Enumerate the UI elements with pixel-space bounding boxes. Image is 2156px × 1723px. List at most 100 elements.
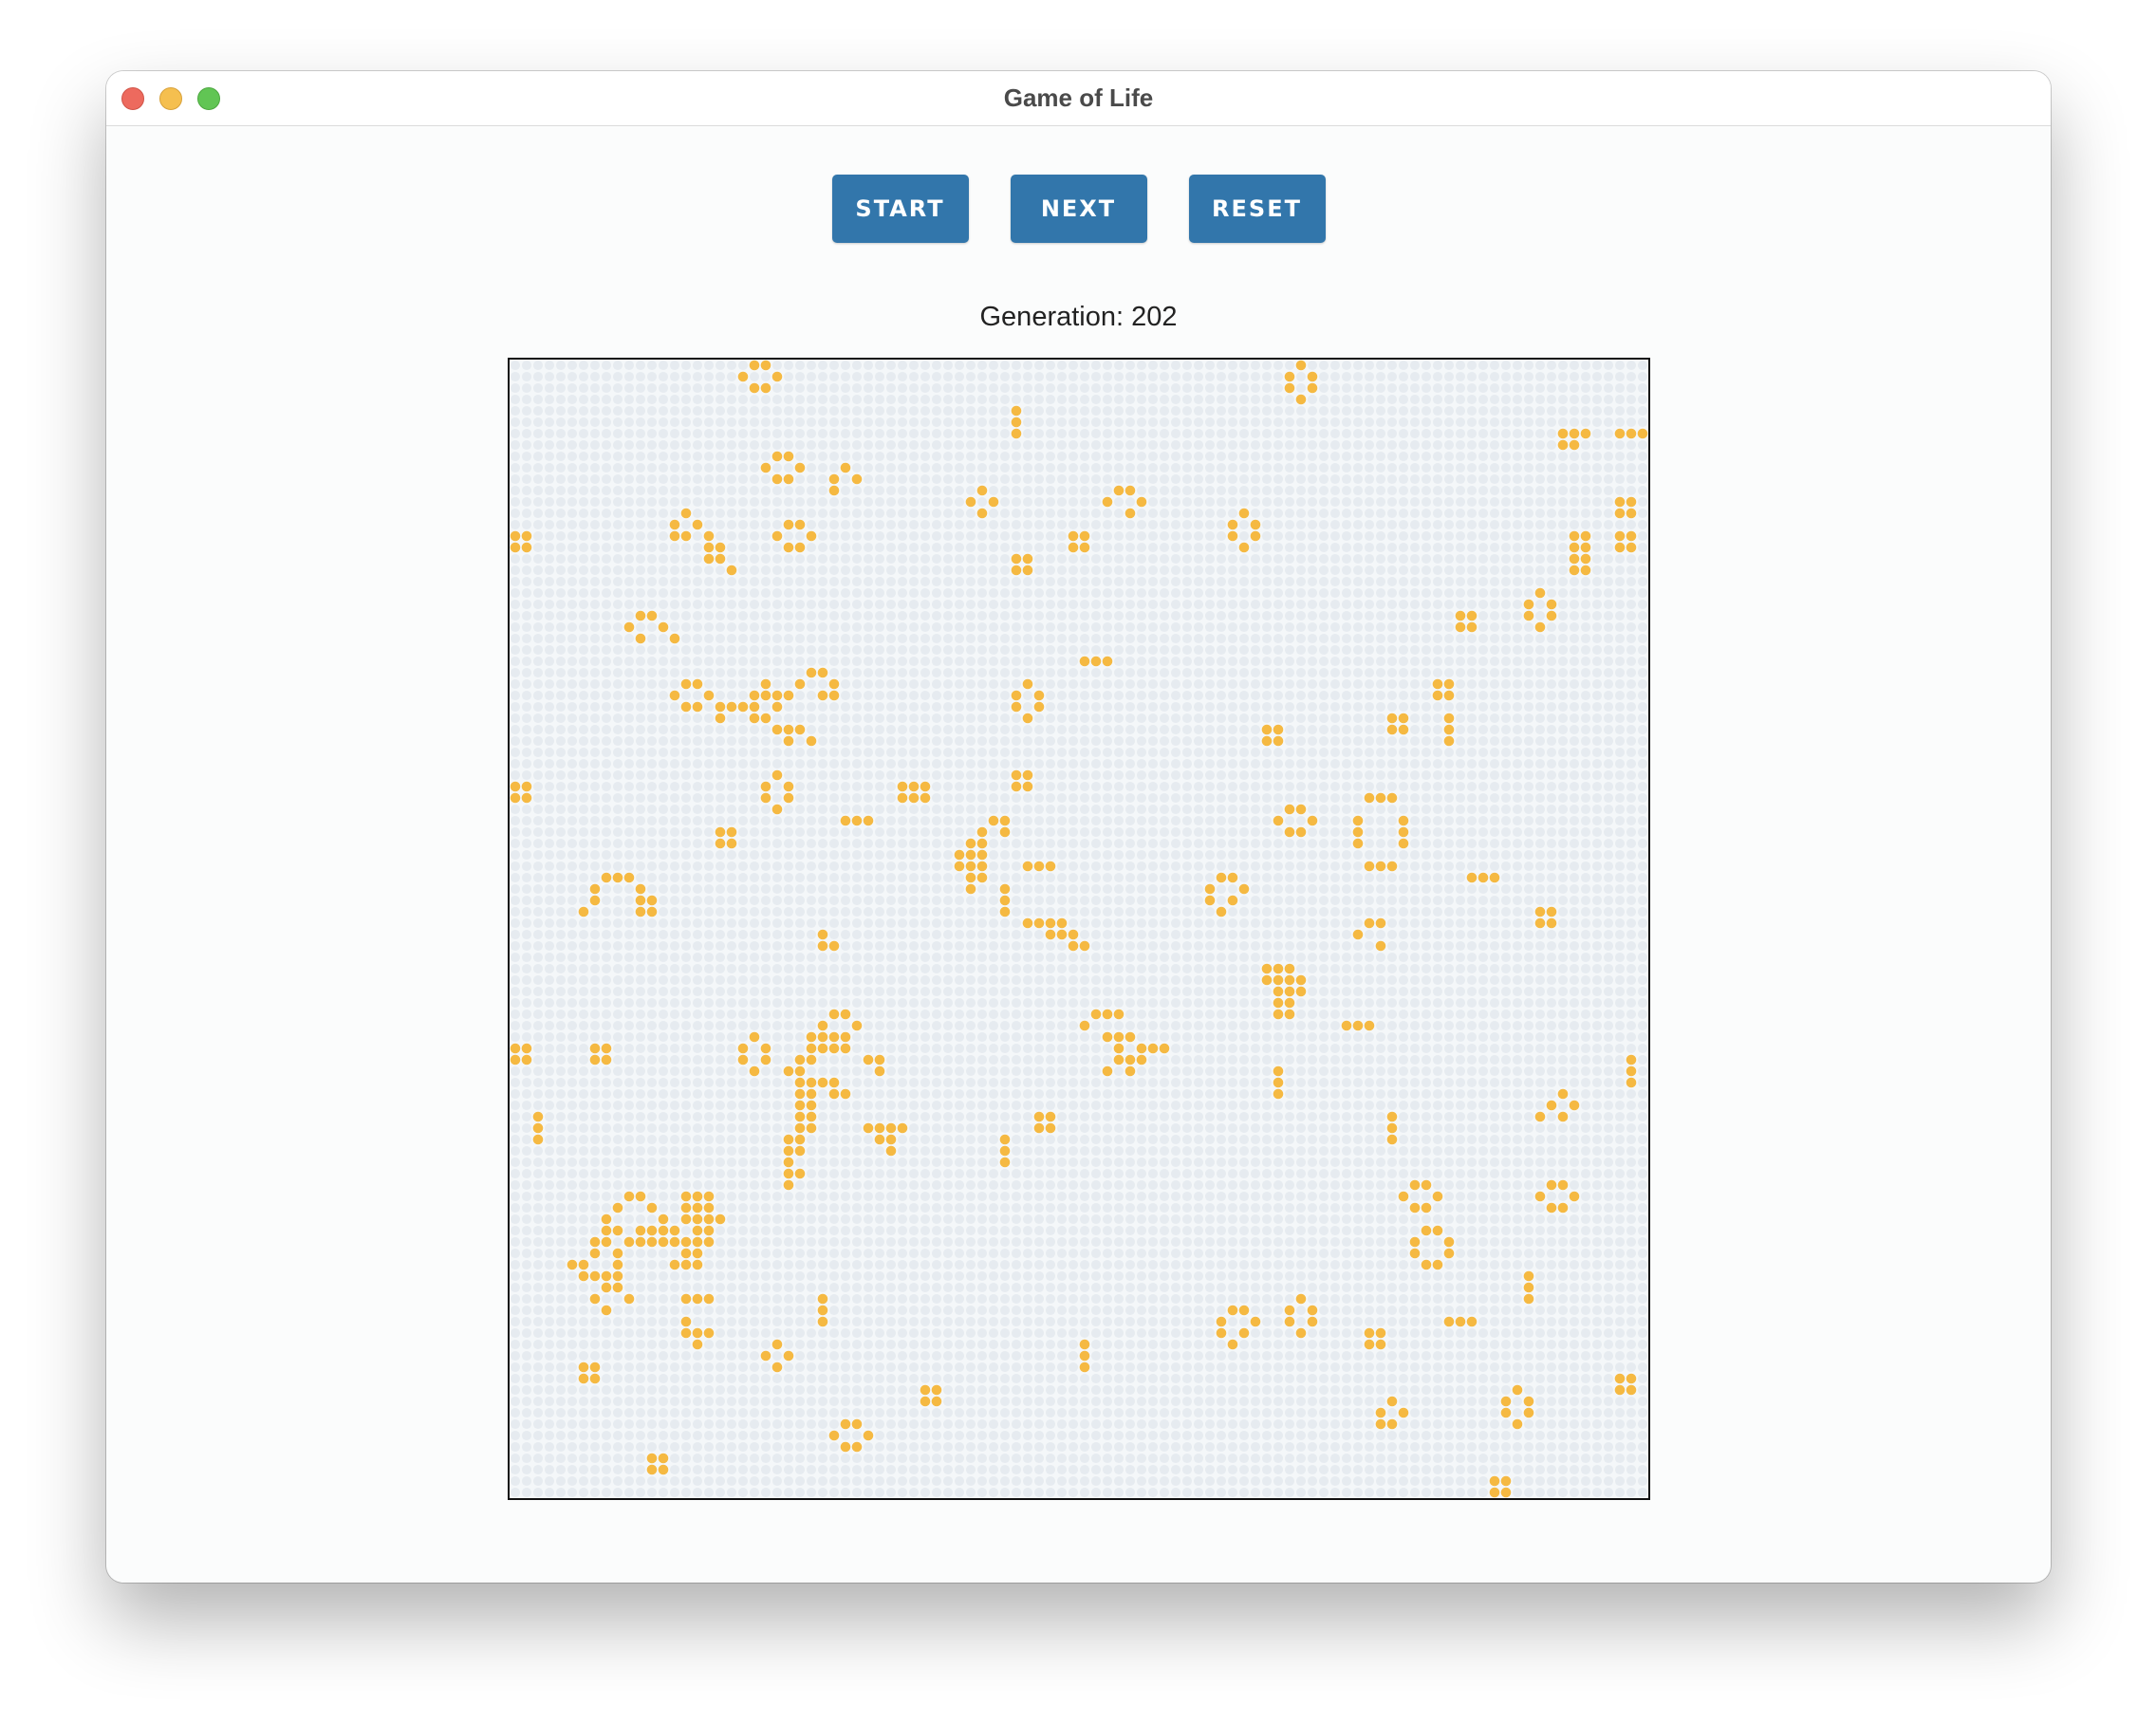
- dead-cell[interactable]: [1432, 906, 1443, 917]
- dead-cell[interactable]: [942, 713, 954, 724]
- dead-cell[interactable]: [544, 473, 555, 485]
- dead-cell[interactable]: [851, 405, 863, 417]
- dead-cell[interactable]: [1432, 758, 1443, 769]
- dead-cell[interactable]: [1489, 906, 1500, 917]
- live-cell[interactable]: [521, 530, 532, 542]
- dead-cell[interactable]: [1489, 530, 1500, 542]
- dead-cell[interactable]: [1147, 701, 1159, 713]
- dead-cell[interactable]: [1386, 690, 1398, 701]
- dead-cell[interactable]: [726, 417, 737, 428]
- dead-cell[interactable]: [976, 724, 988, 735]
- dead-cell[interactable]: [589, 553, 601, 565]
- dead-cell[interactable]: [749, 883, 760, 895]
- dead-cell[interactable]: [885, 644, 897, 656]
- dead-cell[interactable]: [1546, 553, 1557, 565]
- dead-cell[interactable]: [1364, 724, 1375, 735]
- dead-cell[interactable]: [1557, 849, 1569, 861]
- live-cell[interactable]: [1102, 496, 1113, 508]
- dead-cell[interactable]: [760, 405, 771, 417]
- live-cell[interactable]: [954, 861, 965, 872]
- dead-cell[interactable]: [567, 769, 578, 781]
- dead-cell[interactable]: [521, 872, 532, 883]
- dead-cell[interactable]: [646, 417, 658, 428]
- dead-cell[interactable]: [1500, 417, 1512, 428]
- dead-cell[interactable]: [1136, 382, 1147, 394]
- dead-cell[interactable]: [1421, 405, 1432, 417]
- dead-cell[interactable]: [669, 883, 680, 895]
- dead-cell[interactable]: [1432, 769, 1443, 781]
- dead-cell[interactable]: [680, 451, 692, 462]
- dead-cell[interactable]: [1386, 417, 1398, 428]
- dead-cell[interactable]: [1170, 633, 1181, 644]
- dead-cell[interactable]: [749, 439, 760, 451]
- dead-cell[interactable]: [794, 769, 806, 781]
- dead-cell[interactable]: [1386, 667, 1398, 678]
- dead-cell[interactable]: [680, 371, 692, 382]
- dead-cell[interactable]: [1273, 633, 1284, 644]
- dead-cell[interactable]: [1466, 360, 1478, 371]
- dead-cell[interactable]: [817, 462, 828, 473]
- dead-cell[interactable]: [1170, 815, 1181, 826]
- dead-cell[interactable]: [1295, 815, 1307, 826]
- dead-cell[interactable]: [1432, 713, 1443, 724]
- dead-cell[interactable]: [578, 473, 589, 485]
- dead-cell[interactable]: [1546, 826, 1557, 838]
- dead-cell[interactable]: [1045, 633, 1056, 644]
- dead-cell[interactable]: [1512, 621, 1523, 633]
- dead-cell[interactable]: [1580, 735, 1591, 747]
- dead-cell[interactable]: [601, 496, 612, 508]
- dead-cell[interactable]: [1534, 439, 1546, 451]
- dead-cell[interactable]: [635, 690, 646, 701]
- dead-cell[interactable]: [601, 838, 612, 849]
- dead-cell[interactable]: [806, 804, 817, 815]
- dead-cell[interactable]: [1022, 417, 1033, 428]
- dead-cell[interactable]: [1386, 883, 1398, 895]
- dead-cell[interactable]: [692, 758, 703, 769]
- dead-cell[interactable]: [1159, 428, 1170, 439]
- dead-cell[interactable]: [885, 473, 897, 485]
- dead-cell[interactable]: [1011, 610, 1022, 621]
- dead-cell[interactable]: [1478, 667, 1489, 678]
- dead-cell[interactable]: [726, 439, 737, 451]
- dead-cell[interactable]: [794, 633, 806, 644]
- dead-cell[interactable]: [999, 553, 1011, 565]
- dead-cell[interactable]: [1068, 792, 1079, 804]
- dead-cell[interactable]: [726, 405, 737, 417]
- dead-cell[interactable]: [1398, 872, 1409, 883]
- live-cell[interactable]: [783, 473, 794, 485]
- dead-cell[interactable]: [931, 815, 942, 826]
- dead-cell[interactable]: [1284, 394, 1295, 405]
- dead-cell[interactable]: [897, 382, 908, 394]
- dead-cell[interactable]: [658, 872, 669, 883]
- dead-cell[interactable]: [1113, 382, 1124, 394]
- dead-cell[interactable]: [1329, 644, 1341, 656]
- dead-cell[interactable]: [988, 382, 999, 394]
- dead-cell[interactable]: [1238, 838, 1250, 849]
- dead-cell[interactable]: [897, 371, 908, 382]
- dead-cell[interactable]: [1136, 917, 1147, 929]
- dead-cell[interactable]: [1147, 576, 1159, 587]
- dead-cell[interactable]: [669, 872, 680, 883]
- dead-cell[interactable]: [635, 758, 646, 769]
- dead-cell[interactable]: [1626, 701, 1637, 713]
- dead-cell[interactable]: [1534, 872, 1546, 883]
- dead-cell[interactable]: [737, 883, 749, 895]
- dead-cell[interactable]: [1466, 769, 1478, 781]
- dead-cell[interactable]: [1443, 610, 1455, 621]
- dead-cell[interactable]: [1170, 553, 1181, 565]
- dead-cell[interactable]: [1557, 382, 1569, 394]
- dead-cell[interactable]: [1250, 599, 1261, 610]
- dead-cell[interactable]: [1045, 508, 1056, 519]
- dead-cell[interactable]: [863, 758, 874, 769]
- dead-cell[interactable]: [1090, 713, 1102, 724]
- dead-cell[interactable]: [1204, 508, 1216, 519]
- dead-cell[interactable]: [976, 883, 988, 895]
- dead-cell[interactable]: [1124, 360, 1136, 371]
- dead-cell[interactable]: [840, 678, 851, 690]
- dead-cell[interactable]: [1170, 838, 1181, 849]
- dead-cell[interactable]: [1364, 758, 1375, 769]
- dead-cell[interactable]: [1079, 599, 1090, 610]
- dead-cell[interactable]: [521, 394, 532, 405]
- dead-cell[interactable]: [908, 405, 920, 417]
- dead-cell[interactable]: [863, 826, 874, 838]
